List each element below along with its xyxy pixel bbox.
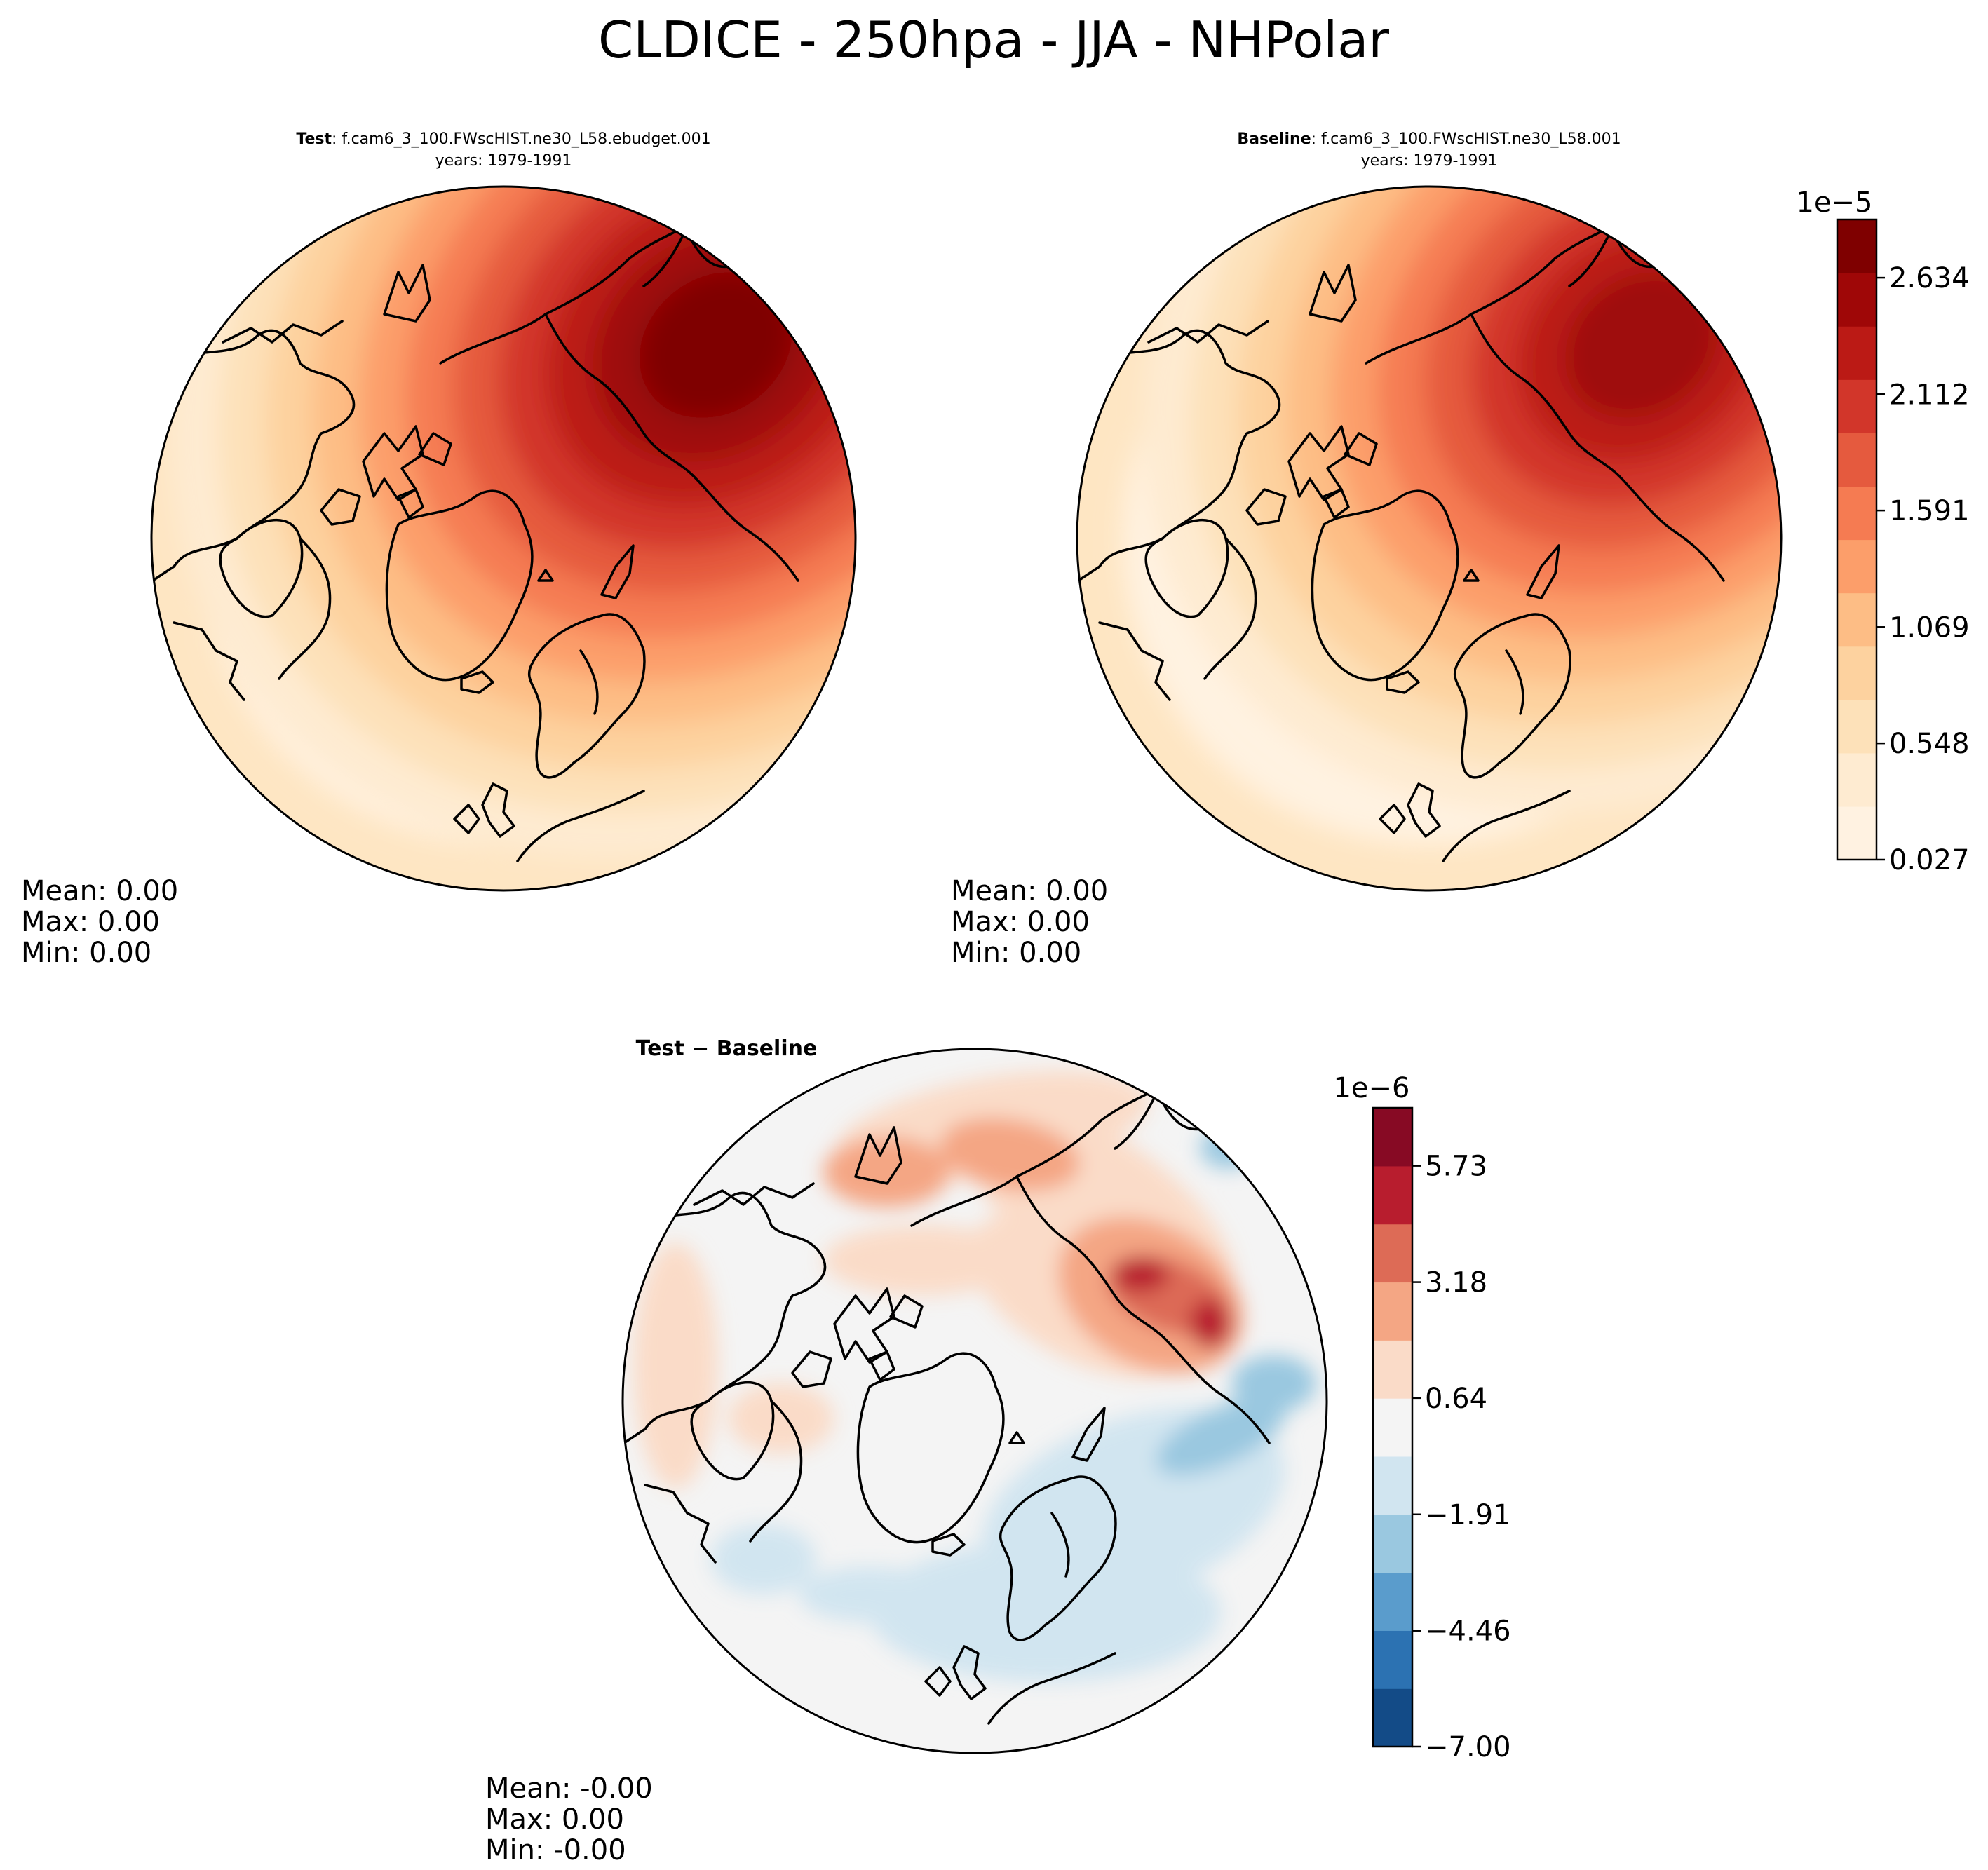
colorbar-absolute-swatch bbox=[1837, 806, 1877, 860]
colorbar-absolute-swatch bbox=[1837, 592, 1877, 647]
colorbar-difference-swatch bbox=[1373, 1572, 1412, 1631]
colorbar-difference-tick-label: 0.64 bbox=[1425, 1383, 1487, 1415]
colorbar-difference-tick-label: −7.00 bbox=[1425, 1731, 1511, 1763]
colorbar-absolute-swatch bbox=[1837, 273, 1877, 327]
colorbar-difference-tick-label: −1.91 bbox=[1425, 1499, 1511, 1531]
colorbar-difference-swatch bbox=[1373, 1108, 1412, 1167]
colorbar-difference-tick-label: −4.46 bbox=[1425, 1615, 1511, 1648]
field-patch bbox=[710, 1524, 817, 1595]
baseline-map-field bbox=[1077, 187, 1781, 890]
colorbar-absolute-swatch bbox=[1837, 699, 1877, 754]
field-patch bbox=[940, 1118, 1080, 1192]
field-patch bbox=[1189, 1299, 1232, 1348]
colorbar-difference-exponent: 1e−6 bbox=[1333, 1072, 1409, 1104]
colorbar-absolute-swatch bbox=[1837, 486, 1877, 541]
colorbar-absolute-swatch bbox=[1837, 379, 1877, 433]
baseline-panel-heading: Baseline: f.cam6_3_100.FWscHIST.ne30_L58… bbox=[1237, 130, 1621, 148]
test-map-field bbox=[151, 187, 856, 890]
test-map-boundary bbox=[150, 185, 857, 892]
colorbar-difference-swatch bbox=[1373, 1165, 1412, 1225]
colorbar-absolute-swatch bbox=[1837, 433, 1877, 487]
field-band bbox=[1564, 272, 1718, 418]
colorbar-absolute-tick-label: 2.112 bbox=[1889, 379, 1970, 411]
colorbar-absolute-exponent: 1e−5 bbox=[1796, 187, 1872, 219]
baseline-label: Baseline bbox=[1237, 130, 1311, 148]
difference-stat-max: Max: 0.00 bbox=[485, 1803, 624, 1836]
test-label: Test bbox=[296, 130, 332, 148]
colorbar-absolute-tick-label: 0.548 bbox=[1889, 728, 1970, 760]
field-patch bbox=[633, 1242, 718, 1489]
baseline-stat-mean: Mean: 0.00 bbox=[951, 875, 1108, 907]
field-patch bbox=[1231, 1355, 1316, 1412]
test-stat-min: Min: 0.00 bbox=[21, 937, 151, 969]
colorbar-absolute-tick-label: 1.069 bbox=[1889, 611, 1970, 644]
colorbar-difference: 1e−6 −7.00 −4.46 −1.91 0.64 3.18 5.73 bbox=[1333, 1072, 1510, 1763]
field-patch bbox=[1200, 1126, 1257, 1169]
colorbar-absolute-swatch bbox=[1837, 219, 1877, 273]
test-years: years: 1979-1991 bbox=[435, 152, 572, 170]
colorbar-absolute-swatch bbox=[1837, 646, 1877, 700]
difference-map-field bbox=[633, 1070, 1316, 1683]
difference-panel: Test − Baseline Mean: -0.00 Max: 0.00 Mi… bbox=[485, 1036, 1328, 1866]
field-patch bbox=[1111, 1256, 1169, 1292]
colorbar-difference-swatch bbox=[1373, 1398, 1412, 1457]
field-patch bbox=[728, 1383, 834, 1454]
colorbar-absolute-swatch bbox=[1837, 539, 1877, 594]
test-panel-heading: Test: f.cam6_3_100.FWscHIST.ne30_L58.ebu… bbox=[296, 130, 710, 148]
colorbar-difference-swatch bbox=[1373, 1456, 1412, 1515]
baseline-stat-max: Max: 0.00 bbox=[951, 906, 1090, 938]
colorbar-difference-tick-label: 5.73 bbox=[1425, 1151, 1487, 1183]
baseline-map-boundary bbox=[1076, 185, 1783, 892]
test-stat-mean: Mean: 0.00 bbox=[21, 875, 178, 907]
baseline-stat-min: Min: 0.00 bbox=[951, 937, 1081, 969]
colorbar-difference-swatch bbox=[1373, 1688, 1412, 1747]
colorbar-absolute-tick-label: 2.634 bbox=[1889, 262, 1970, 294]
field-patch bbox=[869, 1541, 1222, 1683]
field-band bbox=[640, 272, 792, 418]
colorbar-absolute-swatch bbox=[1837, 326, 1877, 380]
colorbar-absolute-tick-label: 0.027 bbox=[1889, 844, 1970, 876]
colorbar-absolute-tick-label: 1.591 bbox=[1889, 495, 1970, 527]
test-case: : f.cam6_3_100.FWscHIST.ne30_L58.ebudget… bbox=[332, 130, 711, 148]
colorbar-absolute: 1e−5 0.027 0.548 1.069 1.591 2.112 2.634 bbox=[1796, 187, 1969, 876]
figure-title: CLDICE - 250hpa - JJA - NHPolar bbox=[598, 11, 1389, 69]
colorbar-difference-swatch bbox=[1373, 1340, 1412, 1399]
colorbar-absolute-swatch bbox=[1837, 752, 1877, 807]
colorbar-difference-swatch bbox=[1373, 1224, 1412, 1283]
difference-map-boundary bbox=[621, 1048, 1328, 1754]
colorbar-difference-frame bbox=[1372, 1106, 1414, 1748]
difference-stat-mean: Mean: -0.00 bbox=[485, 1773, 653, 1805]
field-patch bbox=[799, 1566, 940, 1623]
colorbar-difference-swatch bbox=[1373, 1282, 1412, 1341]
difference-stat-min: Min: -0.00 bbox=[485, 1834, 626, 1866]
colorbar-difference-tick-label: 3.18 bbox=[1425, 1267, 1487, 1299]
baseline-case: : f.cam6_3_100.FWscHIST.ne30_L58.001 bbox=[1311, 130, 1621, 148]
baseline-panel: Baseline: f.cam6_3_100.FWscHIST.ne30_L58… bbox=[951, 130, 1783, 969]
colorbar-absolute-frame bbox=[1836, 218, 1878, 861]
difference-title: Test − Baseline bbox=[636, 1036, 818, 1061]
colorbar-difference-swatch bbox=[1373, 1630, 1412, 1689]
colorbar-difference-swatch bbox=[1373, 1514, 1412, 1573]
field-patch bbox=[1156, 1397, 1286, 1476]
test-stat-max: Max: 0.00 bbox=[21, 906, 160, 938]
test-panel: Test: f.cam6_3_100.FWscHIST.ne30_L58.ebu… bbox=[21, 130, 857, 969]
baseline-years: years: 1979-1991 bbox=[1361, 152, 1498, 170]
field-patch bbox=[823, 1137, 950, 1207]
